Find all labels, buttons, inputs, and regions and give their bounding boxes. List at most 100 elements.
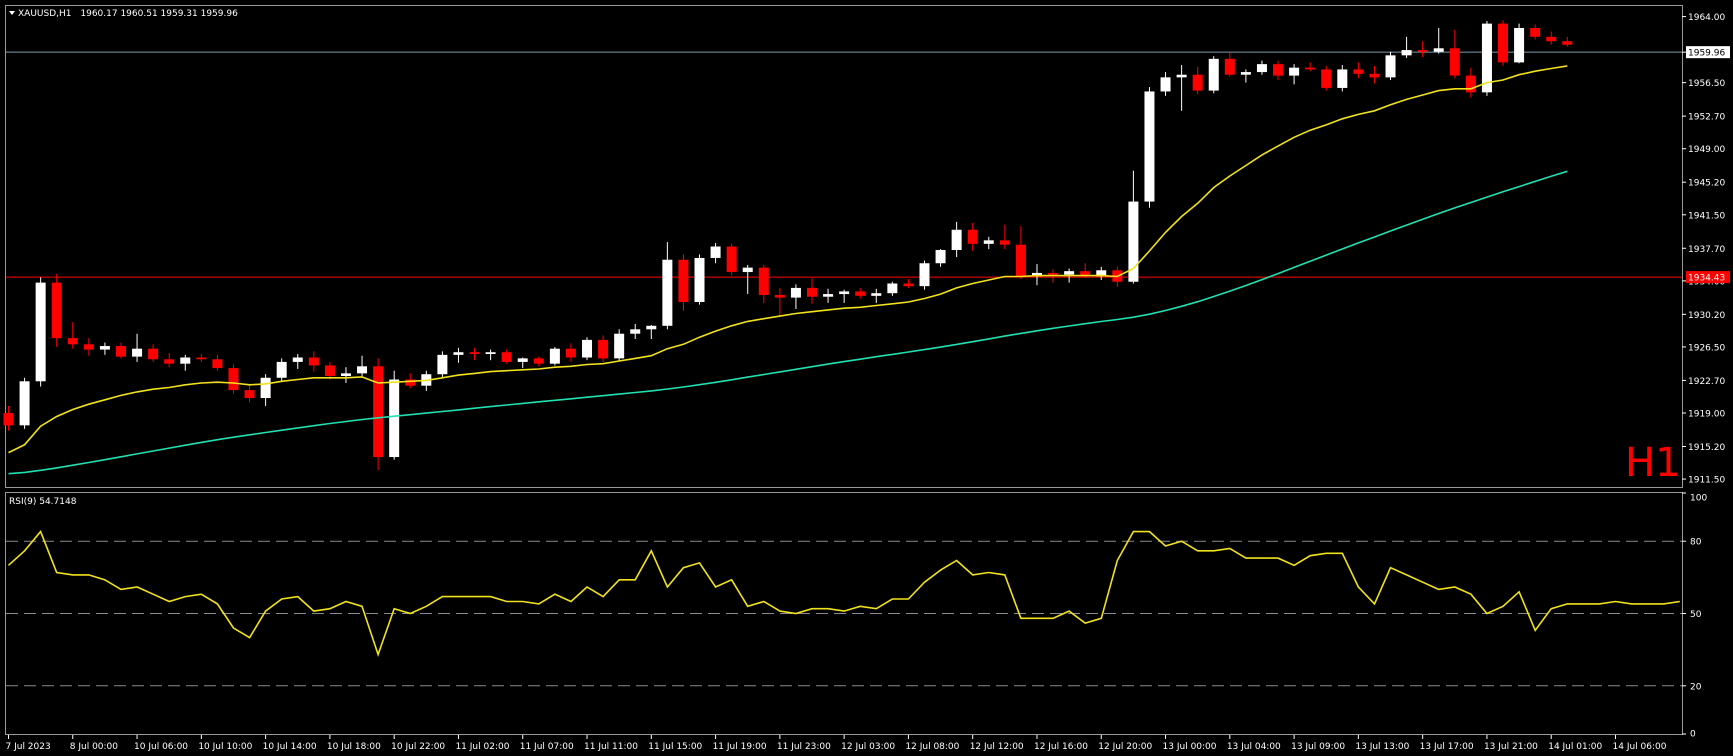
candle-body xyxy=(919,263,930,287)
candle-body xyxy=(1048,272,1059,275)
candle-body xyxy=(903,283,914,287)
candle-body xyxy=(485,352,496,354)
candle-body xyxy=(1433,48,1444,52)
candle-body xyxy=(614,333,625,359)
candle-body xyxy=(887,283,898,294)
price-tick-label: 1949.00 xyxy=(1688,145,1725,155)
time-tick-label: 13 Jul 13:00 xyxy=(1355,742,1409,752)
price-tick-label: 1926.50 xyxy=(1688,343,1725,353)
price-tick-label: 1911.50 xyxy=(1688,476,1725,486)
time-tick-label: 10 Jul 22:00 xyxy=(391,742,445,752)
candle-body xyxy=(935,250,946,264)
time-tick-label: 12 Jul 20:00 xyxy=(1098,742,1152,752)
svg-text:XAUUSD,H1 1960.17 1960.51: XAUUSD,H1 1960.17 1960.51 1959.31 1959.9… xyxy=(18,9,238,19)
time-tick-label: 11 Jul 02:00 xyxy=(455,742,509,752)
candle-body xyxy=(453,352,464,355)
time-tick-label: 14 Jul 01:00 xyxy=(1548,742,1602,752)
rsi-tick-label: 100 xyxy=(1690,494,1707,504)
candle-body xyxy=(1321,69,1332,88)
candle-body xyxy=(1144,91,1155,202)
candle-body xyxy=(405,379,416,386)
candle-body xyxy=(1080,271,1091,277)
time-tick-label: 10 Jul 18:00 xyxy=(327,742,381,752)
time-tick-label: 11 Jul 23:00 xyxy=(777,742,831,752)
candle-body xyxy=(357,366,368,374)
price-tick-label: 1952.70 xyxy=(1688,113,1725,123)
candle-body xyxy=(967,229,978,244)
candle-body xyxy=(437,354,448,375)
timeframe-label: H1 xyxy=(1625,440,1681,486)
candle-body xyxy=(373,366,384,458)
candle-body xyxy=(1240,72,1251,75)
candle-body xyxy=(1128,201,1139,282)
time-tick-label: 10 Jul 14:00 xyxy=(263,742,317,752)
price-tick-label: 1937.70 xyxy=(1688,245,1725,255)
price-tick-label: 1945.20 xyxy=(1688,179,1725,189)
candle-body xyxy=(276,361,287,378)
bid-price-box xyxy=(1686,46,1730,59)
time-tick-label: 13 Jul 04:00 xyxy=(1227,742,1281,752)
ma-fast-line xyxy=(8,65,1568,454)
candle-body xyxy=(999,240,1010,245)
symbol-label: XAUUSD,H1 xyxy=(18,9,72,19)
main-panel-frame xyxy=(5,5,1683,488)
candle-body xyxy=(389,379,400,458)
candle-body xyxy=(1176,74,1187,78)
rsi-line xyxy=(7,530,1680,657)
rsi-tick-label: 80 xyxy=(1690,538,1702,548)
candle-body xyxy=(710,246,721,258)
ohlc-header: 1960.17 1960.51 1959.31 1959.96 xyxy=(80,9,238,19)
candle-body xyxy=(51,282,62,339)
time-tick-label: 7 Jul 2023 xyxy=(6,742,51,752)
candle-body xyxy=(501,352,512,362)
time-tick-label: 11 Jul 07:00 xyxy=(520,742,574,752)
ma-slow-line xyxy=(8,170,1568,475)
candle-body xyxy=(1481,23,1492,93)
candle-body xyxy=(1546,36,1557,42)
price-tick-label: 1964.00 xyxy=(1688,13,1725,23)
candle-body xyxy=(790,287,801,298)
price-tick-label: 1919.00 xyxy=(1688,410,1725,420)
candle-body xyxy=(1192,74,1203,91)
time-tick-label: 10 Jul 10:00 xyxy=(198,742,252,752)
candle-body xyxy=(1031,272,1042,277)
candle-body xyxy=(1562,41,1573,45)
candle-body xyxy=(646,325,657,330)
candle-body xyxy=(1401,50,1412,56)
candle-body xyxy=(1096,270,1107,277)
candle-body xyxy=(774,294,785,298)
candle-body xyxy=(1337,69,1348,88)
candle-body xyxy=(1465,75,1476,93)
candle-body xyxy=(1449,48,1460,76)
candle-body xyxy=(1385,55,1396,78)
candle-body xyxy=(228,368,239,391)
candle-body xyxy=(839,291,850,295)
time-tick-label: 8 Jul 00:00 xyxy=(70,742,119,752)
candle-body xyxy=(1305,67,1316,70)
candle-body xyxy=(1514,28,1525,63)
time-tick-label: 10 Jul 06:00 xyxy=(134,742,188,752)
candle-body xyxy=(1369,73,1380,78)
candle-body xyxy=(260,377,271,399)
price-tick-label: 1922.70 xyxy=(1688,377,1725,387)
candle-body xyxy=(565,348,576,358)
symbol-dropdown-icon[interactable] xyxy=(9,11,15,15)
candle-body xyxy=(823,294,834,297)
candle-body xyxy=(871,293,882,296)
candle-body xyxy=(196,357,207,360)
time-tick-label: 13 Jul 21:00 xyxy=(1484,742,1538,752)
candle-body xyxy=(3,413,14,426)
rsi-tick-label: 0 xyxy=(1690,730,1696,740)
level-price-box xyxy=(1686,271,1730,284)
candle-body xyxy=(582,339,593,358)
candle-body xyxy=(164,359,175,364)
rsi-label: RSI(9) 54.7148 xyxy=(9,497,77,507)
candle-body xyxy=(308,357,319,366)
candle-body xyxy=(292,357,303,362)
time-tick-label: 14 Jul 06:00 xyxy=(1613,742,1667,752)
candle-body xyxy=(630,329,641,334)
candle-body xyxy=(212,359,223,369)
candle-body xyxy=(1417,50,1428,52)
time-tick-label: 12 Jul 08:00 xyxy=(905,742,959,752)
